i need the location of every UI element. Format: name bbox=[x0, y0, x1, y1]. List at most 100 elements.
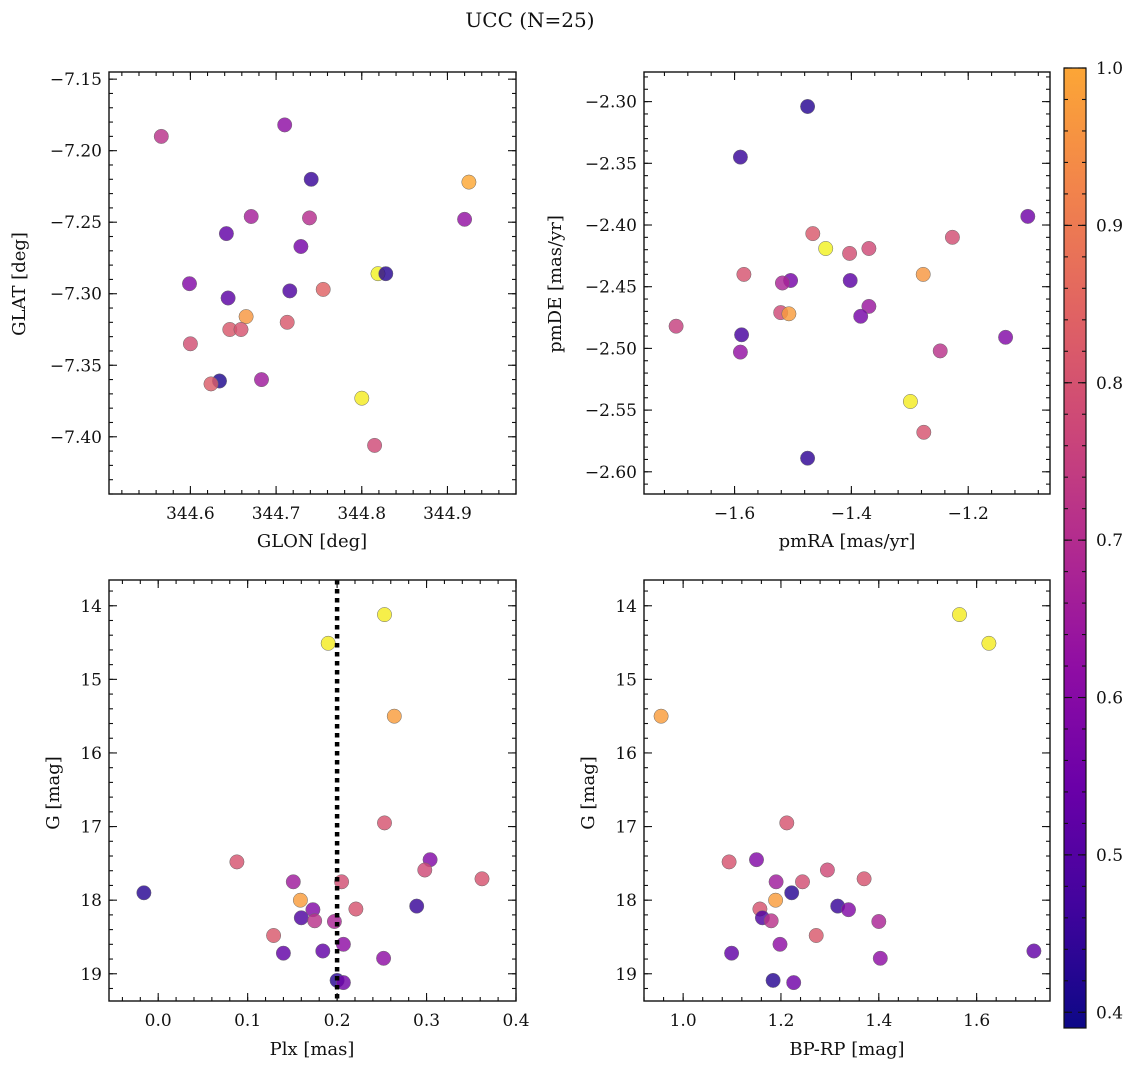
scatter-point bbox=[765, 972, 781, 988]
y-tick-label: −2.40 bbox=[585, 216, 637, 236]
scatter-points bbox=[653, 607, 1042, 991]
scatter-point bbox=[784, 885, 800, 901]
scatter-point bbox=[842, 273, 858, 288]
y-axis-label: G [mag] bbox=[43, 756, 64, 829]
figure-title: UCC (N=25) bbox=[465, 8, 594, 32]
panel-pmra-pmde: pmRA [mas/yr] pmDE [mas/yr] −1.6 −1.4 −1.2… bbox=[545, 71, 1051, 552]
scatter-point bbox=[772, 936, 788, 952]
panel-bprp-g: BP-RP [mag] G [mag] 1.0 1.2 1.4 1.6 14 15 16 17… bbox=[578, 579, 1051, 1060]
x-tick-label: −1.2 bbox=[948, 504, 989, 524]
scatter-point bbox=[203, 376, 219, 392]
scatter-point bbox=[732, 149, 748, 165]
scatter-point bbox=[474, 871, 490, 887]
colorbar-tick-label: 0.6 bbox=[1096, 689, 1123, 709]
x-tick-label: 0.2 bbox=[324, 1011, 351, 1031]
scatter-point bbox=[800, 450, 816, 466]
scatter-point bbox=[293, 910, 309, 926]
y-tick-label: −7.15 bbox=[50, 70, 102, 90]
y-tick-label: −7.20 bbox=[50, 142, 102, 162]
scatter-point bbox=[229, 854, 245, 870]
colorbar-tick-label: 0.9 bbox=[1096, 216, 1123, 236]
x-axis-label: pmRA [mas/yr] bbox=[779, 531, 916, 552]
x-tick-label: 1.4 bbox=[865, 1011, 892, 1031]
scatter-point bbox=[315, 281, 331, 297]
scatter-point bbox=[768, 874, 784, 890]
scatter-point bbox=[952, 607, 967, 623]
scatter-point bbox=[326, 914, 342, 929]
scatter-point bbox=[386, 708, 402, 724]
x-tick-label: 0.3 bbox=[413, 1011, 440, 1031]
x-axis-label: BP-RP [mag] bbox=[789, 1039, 904, 1060]
scatter-point bbox=[653, 708, 669, 724]
scatter-point bbox=[916, 424, 932, 440]
x-tick-label: 1.2 bbox=[767, 1011, 794, 1031]
scatter-point bbox=[800, 99, 816, 114]
scatter-point bbox=[842, 245, 858, 261]
scatter-point bbox=[275, 945, 291, 961]
y-tick-label: −2.55 bbox=[585, 401, 637, 421]
scatter-point bbox=[292, 892, 308, 908]
scatter-point bbox=[818, 241, 834, 256]
scatter-point bbox=[668, 318, 684, 334]
y-tick-label: −2.30 bbox=[585, 93, 637, 113]
y-tick-label: 17 bbox=[615, 818, 637, 838]
scatter-points bbox=[153, 117, 477, 453]
y-tick-label: 18 bbox=[615, 891, 637, 911]
scatter-point bbox=[182, 276, 197, 292]
scatter-point bbox=[377, 607, 392, 623]
y-tick-label: 16 bbox=[80, 744, 102, 764]
scatter-point bbox=[915, 266, 931, 282]
scatter-points bbox=[136, 607, 490, 991]
scatter-point bbox=[315, 943, 331, 959]
scatter-point bbox=[461, 174, 477, 190]
scatter-point bbox=[243, 209, 259, 224]
panel-plx-g: Plx [mas] G [mag] 0.0 0.1 0.2 0.3 0.4 14 15 16 1… bbox=[43, 579, 530, 1060]
scatter-points bbox=[668, 99, 1036, 466]
scatter-point bbox=[853, 308, 869, 324]
x-tick-label: 0.1 bbox=[234, 1011, 261, 1031]
y-tick-label: 14 bbox=[615, 597, 637, 617]
scatter-point bbox=[293, 239, 309, 254]
scatter-point bbox=[302, 210, 317, 226]
scatter-point bbox=[282, 283, 298, 299]
y-tick-label: −7.35 bbox=[50, 356, 102, 376]
scatter-point bbox=[279, 314, 295, 330]
scatter-point bbox=[902, 394, 918, 409]
y-tick-label: −2.45 bbox=[585, 278, 637, 298]
scatter-point bbox=[218, 226, 234, 242]
y-tick-label: −2.50 bbox=[585, 339, 637, 359]
scatter-point bbox=[335, 975, 351, 991]
scatter-point bbox=[378, 266, 394, 282]
scatter-point bbox=[367, 437, 383, 453]
y-tick-label: −2.35 bbox=[585, 154, 637, 174]
scatter-point bbox=[238, 309, 254, 325]
y-axis-label: G [mag] bbox=[578, 756, 599, 829]
scatter-point bbox=[153, 128, 169, 144]
axes-frame bbox=[643, 579, 1051, 1002]
scatter-point bbox=[220, 290, 236, 306]
y-tick-label: −7.25 bbox=[50, 213, 102, 233]
scatter-point bbox=[348, 901, 364, 917]
y-tick-label: 19 bbox=[80, 965, 102, 985]
scatter-point bbox=[805, 226, 821, 242]
scatter-point bbox=[136, 885, 152, 901]
scatter-point bbox=[932, 343, 948, 359]
scatter-point bbox=[861, 241, 877, 256]
colorbar: 0.4 0.5 0.6 0.7 0.8 0.9 1.0 bbox=[1063, 59, 1123, 1029]
colorbar-gradient bbox=[1063, 67, 1087, 1029]
scatter-point bbox=[808, 928, 824, 943]
scatter-point bbox=[266, 928, 282, 943]
x-tick-label: 344.8 bbox=[337, 504, 386, 524]
scatter-point bbox=[841, 902, 856, 918]
scatter-point bbox=[779, 815, 795, 831]
y-tick-label: 17 bbox=[80, 818, 102, 838]
scatter-point bbox=[819, 862, 835, 878]
colorbar-tick-label: 0.8 bbox=[1096, 374, 1123, 394]
scatter-point bbox=[303, 171, 319, 187]
scatter-point bbox=[307, 913, 323, 929]
scatter-point bbox=[786, 975, 802, 991]
x-tick-label: −1.4 bbox=[831, 504, 872, 524]
scatter-point bbox=[734, 327, 750, 343]
colorbar-tick-label: 0.7 bbox=[1096, 531, 1123, 551]
